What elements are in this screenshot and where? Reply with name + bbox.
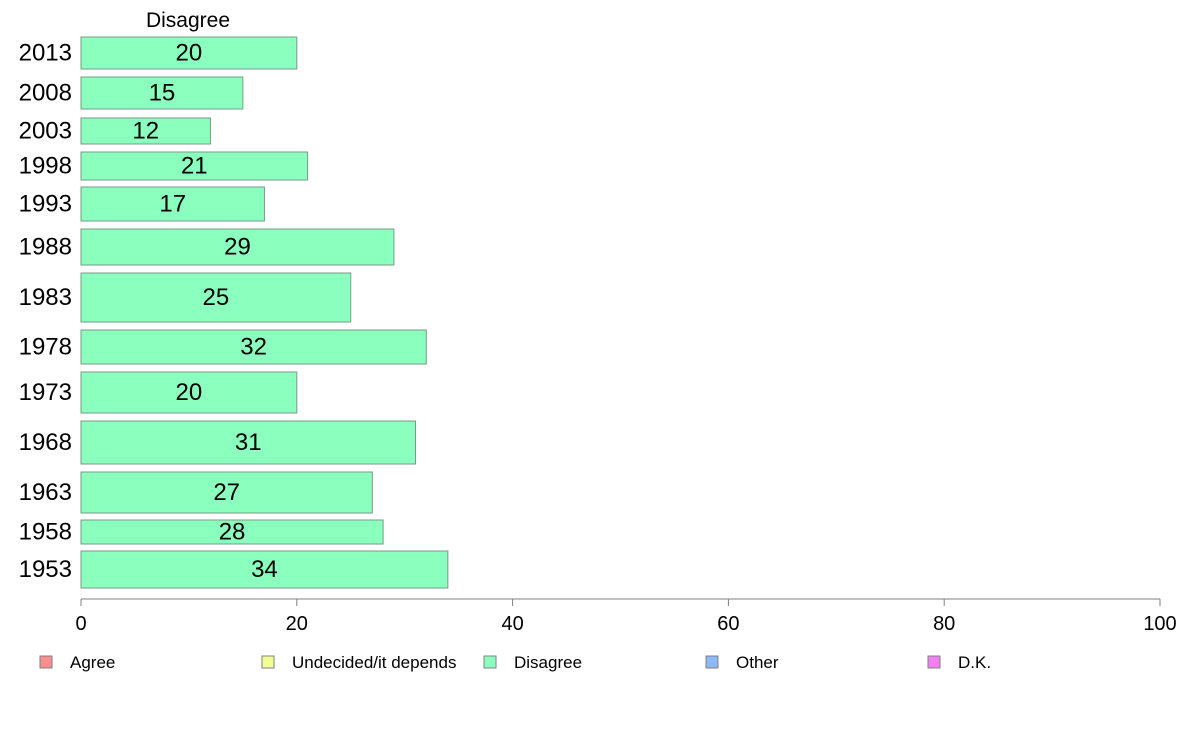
bar-value-label-1993: 17 bbox=[159, 191, 186, 218]
bar-1993 bbox=[80, 186, 265, 222]
bars-group bbox=[80, 36, 449, 589]
x-tick-label-60: 60 bbox=[717, 613, 739, 635]
legend-swatch-d-k bbox=[927, 655, 941, 669]
legend-swatch-undecided-it-depends bbox=[261, 655, 275, 669]
facet-label: Disagree bbox=[146, 9, 230, 32]
bar-value-label-1988: 29 bbox=[224, 234, 251, 261]
x-tick-label-20: 20 bbox=[286, 613, 308, 635]
y-tick-label-1988: 1988 bbox=[19, 234, 72, 261]
bar-value-label-1978: 32 bbox=[240, 334, 267, 361]
bar-value-label-2008: 15 bbox=[149, 80, 176, 107]
bar-value-label-1983: 25 bbox=[203, 284, 230, 311]
bar-value-label-1968: 31 bbox=[235, 429, 262, 456]
y-axis-labels: 2013 2008 2003 1998 1993 1988 1983 1978 1973 1968… bbox=[19, 40, 72, 584]
bar-2008 bbox=[80, 76, 244, 110]
y-tick-label-1953: 1953 bbox=[19, 556, 72, 583]
y-tick-label-1998: 1998 bbox=[19, 153, 72, 180]
bar-value-label-1963: 27 bbox=[213, 479, 240, 506]
bar-value-label-1973: 20 bbox=[176, 379, 203, 406]
legend-swatch-disagree bbox=[483, 655, 497, 669]
bar-1973 bbox=[80, 371, 298, 414]
y-tick-label-1978: 1978 bbox=[19, 334, 72, 361]
legend-label-other: Other bbox=[736, 653, 779, 672]
y-tick-label-2003: 2003 bbox=[19, 118, 72, 145]
x-tick-label-80: 80 bbox=[933, 613, 955, 635]
bar-2003 bbox=[80, 117, 211, 145]
bar-1983 bbox=[80, 272, 352, 323]
legend-label-undecided-it-depends: Undecided/it depends bbox=[292, 653, 456, 672]
bar-1963 bbox=[80, 471, 373, 514]
legend-label-agree: Agree bbox=[70, 653, 115, 672]
legend-label-d-k: D.K. bbox=[958, 653, 991, 672]
bar-1958 bbox=[80, 519, 384, 545]
bar-1998 bbox=[80, 151, 309, 181]
bar-value-label-1953: 34 bbox=[251, 556, 278, 583]
legend-label-disagree: Disagree bbox=[514, 653, 582, 672]
y-tick-label-1968: 1968 bbox=[19, 429, 72, 456]
y-tick-label-1983: 1983 bbox=[19, 284, 72, 311]
y-tick-label-2013: 2013 bbox=[19, 40, 72, 67]
x-tick-label-40: 40 bbox=[501, 613, 523, 635]
y-tick-label-2008: 2008 bbox=[19, 80, 72, 107]
bar-value-label-2013: 20 bbox=[176, 40, 203, 67]
bar-1968 bbox=[80, 420, 416, 465]
legend-swatch-agree bbox=[39, 655, 53, 669]
bar-value-label-1958: 28 bbox=[219, 519, 246, 546]
x-axis: 0 20 40 60 80 100 bbox=[75, 598, 1177, 635]
bar-1953 bbox=[80, 550, 449, 589]
bar-1988 bbox=[80, 228, 395, 266]
bar-value-label-2003: 12 bbox=[132, 118, 159, 145]
bar-value-label-1998: 21 bbox=[181, 153, 208, 180]
x-tick-label-100: 100 bbox=[1143, 613, 1176, 635]
y-tick-label-1993: 1993 bbox=[19, 191, 72, 218]
legend: Agree Undecided/it depends Disagree Other D.… bbox=[39, 653, 991, 672]
y-tick-label-1958: 1958 bbox=[19, 519, 72, 546]
y-tick-label-1963: 1963 bbox=[19, 479, 72, 506]
bar-1978 bbox=[80, 329, 427, 365]
y-tick-label-1973: 1973 bbox=[19, 379, 72, 406]
x-tick-label-0: 0 bbox=[75, 613, 86, 635]
bar-2013 bbox=[80, 36, 298, 70]
legend-swatch-other bbox=[705, 655, 719, 669]
